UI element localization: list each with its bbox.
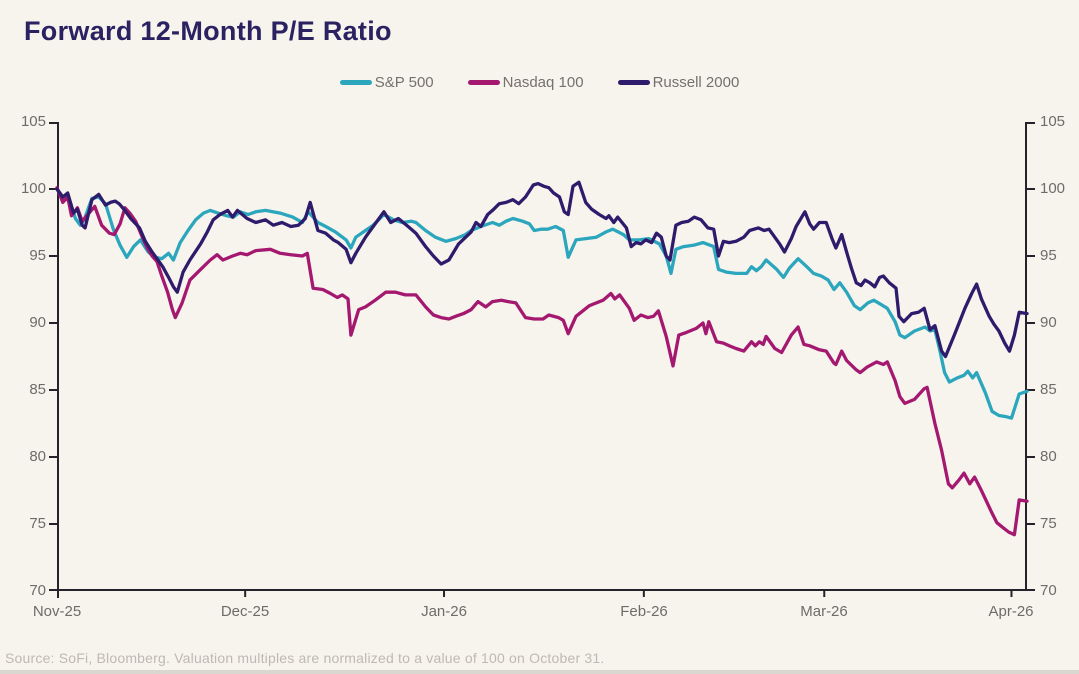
y-tick-label-left: 100 <box>20 180 46 197</box>
plot-area <box>49 122 1035 598</box>
legend-label: Nasdaq 100 <box>502 74 584 91</box>
y-tick-label-right: 75 <box>1040 515 1057 532</box>
x-tick-label: Mar-26 <box>800 603 848 620</box>
x-tick-label: Nov-25 <box>32 603 82 620</box>
y-tick-label-right: 80 <box>1040 448 1057 465</box>
y-tick-label-right: 70 <box>1040 582 1057 599</box>
legend-swatch <box>339 80 372 85</box>
legend-item-nasdaq-100: Nasdaq 100 <box>467 74 584 91</box>
x-tick-label: Apr-26 <box>988 603 1034 620</box>
y-tick-label-left: 70 <box>29 582 46 599</box>
plot-svg <box>49 122 1035 598</box>
legend-swatch <box>467 80 500 85</box>
nasdaq-100-line <box>55 186 1029 537</box>
y-tick-label-left: 105 <box>20 113 46 130</box>
y-tick-label-right: 85 <box>1040 381 1057 398</box>
x-tick-label: Dec-25 <box>220 603 270 620</box>
legend-label: S&P 500 <box>374 74 434 91</box>
source-note: Source: SoFi, Bloomberg. Valuation multi… <box>5 650 605 666</box>
russell-2000-line <box>55 180 1029 359</box>
legend-swatch <box>617 80 650 85</box>
s-p-500-line <box>55 187 1029 420</box>
page-title: Forward 12-Month P/E Ratio <box>24 16 392 46</box>
y-tick-label-left: 80 <box>29 448 46 465</box>
y-tick-label-right: 90 <box>1040 314 1057 331</box>
legend: S&P 500 Nasdaq 100 Russell 2000 <box>0 74 1079 91</box>
x-tick-label: Feb-26 <box>620 603 668 620</box>
legend-item-russell-2000: Russell 2000 <box>617 74 740 91</box>
y-tick-label-left: 95 <box>29 247 46 264</box>
legend-label: Russell 2000 <box>652 74 740 91</box>
y-tick-label-left: 90 <box>29 314 46 331</box>
y-tick-label-right: 105 <box>1040 113 1066 130</box>
x-tick-label: Jan-26 <box>421 603 467 620</box>
legend-item-s-p-500: S&P 500 <box>339 74 434 91</box>
y-tick-label-right: 100 <box>1040 180 1066 197</box>
y-tick-label-right: 95 <box>1040 247 1057 264</box>
y-tick-label-left: 75 <box>29 515 46 532</box>
y-tick-label-left: 85 <box>29 381 46 398</box>
bottom-edge-bar <box>0 670 1079 674</box>
